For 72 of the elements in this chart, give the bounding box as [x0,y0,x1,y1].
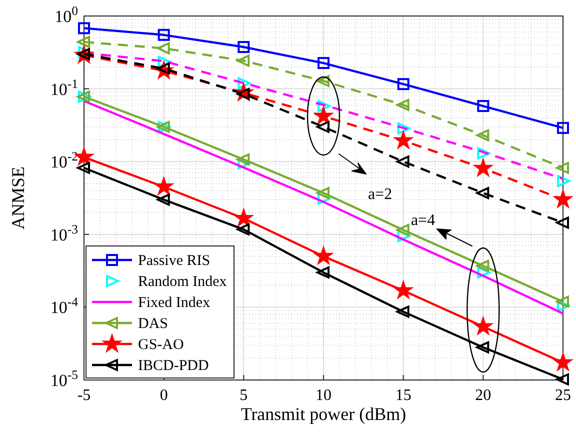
point [396,306,410,318]
annotation: a=4 [410,212,436,229]
x-axis-title: Transmit power (dBm) [240,404,406,424]
point [396,224,410,236]
x-tick-label: 15 [395,387,412,404]
point [238,41,250,54]
point [77,162,90,174]
point [556,162,569,174]
point [394,280,413,299]
point [474,316,493,335]
point [156,194,170,206]
point [236,54,250,67]
point [156,42,170,54]
point [316,74,330,87]
x-tick-label: -5 [77,387,91,404]
point [556,373,569,386]
y-tick-label: 10$^{-4}$ [50,295,79,318]
legend-label: Random Index [138,274,228,290]
point [476,260,490,272]
point [476,129,490,142]
point [556,216,569,229]
x-tick-label: 25 [555,387,571,404]
point [476,341,490,354]
point [396,98,410,111]
point [474,158,493,176]
point [316,266,330,278]
point [318,192,330,205]
point [158,28,170,41]
annotation: a=2 [368,186,392,203]
point [397,122,410,134]
point [236,223,250,236]
point [397,78,410,90]
point [397,230,410,242]
x-tick-label: 0 [160,387,168,404]
point [396,156,410,168]
point [77,36,90,48]
point [477,266,490,278]
point [316,120,330,133]
point [477,100,490,112]
point [318,100,330,112]
y-tick-label: 10$^{-3}$ [50,222,78,244]
point [154,176,174,195]
point [556,296,569,308]
point [476,187,490,200]
x-tick-label: 20 [475,387,492,404]
y-axis-title: ANMSE [8,166,28,230]
point [234,208,254,227]
y-tick-label: 10$^{-5}$ [50,368,78,390]
legend-label: IBCD-PDD [138,358,210,374]
legend-label: Fixed Index [138,295,211,311]
point [318,57,330,70]
point [236,153,250,166]
point [316,187,330,200]
point [554,352,572,371]
point [557,175,570,188]
x-tick-label: 10 [316,387,332,404]
y-tick-label: 10$^{-1}$ [50,76,78,99]
y-tick-label: 10$^{0}$ [54,4,78,26]
point [314,246,333,264]
point [394,130,413,149]
point [477,147,490,160]
point [557,300,570,312]
point [314,106,333,124]
legend-label: GS-AO [138,337,184,353]
point [158,56,171,68]
point [554,190,572,208]
point [557,122,569,134]
point [238,77,251,90]
legend-label: DAS [138,316,168,332]
x-tick-label: 5 [240,387,248,404]
legend-label: Passive RIS [138,253,210,269]
point [78,22,90,34]
